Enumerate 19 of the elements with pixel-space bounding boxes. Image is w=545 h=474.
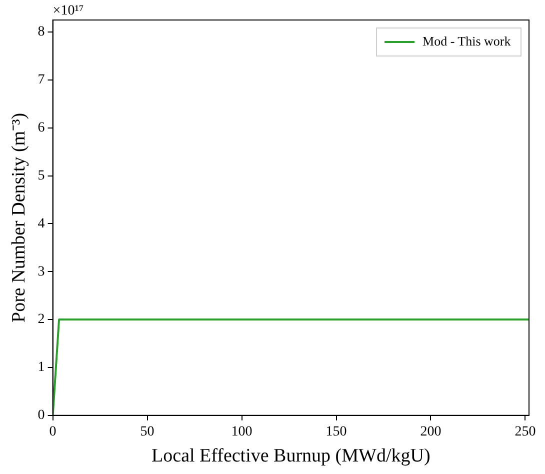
y-axis-title: Pore Number Density (m⁻³) [8,112,30,322]
x-tick-label: 150 [326,424,347,440]
y-tick-label: 0 [38,408,45,424]
x-tick-label: 250 [514,424,536,440]
x-tick-label: 50 [140,424,154,440]
y-tick-label: 6 [38,120,45,136]
x-axis-title: Local Effective Burnup (MWd/kgU) [152,446,430,467]
y-tick-label: 1 [38,360,45,376]
x-tick-label: 0 [49,424,56,440]
y-tick-label: 8 [38,24,45,40]
y-tick-label: 2 [38,312,45,328]
y-tick-label: 5 [38,168,45,184]
y-tick-label: 4 [38,216,45,232]
y-tick-label: 3 [38,264,45,280]
y-tick-label: 7 [38,72,45,88]
x-tick-label: 200 [420,424,442,440]
legend-label: Mod - This work [422,33,512,48]
x-tick-label: 100 [231,424,252,440]
text: ×10¹⁷ [52,4,84,19]
